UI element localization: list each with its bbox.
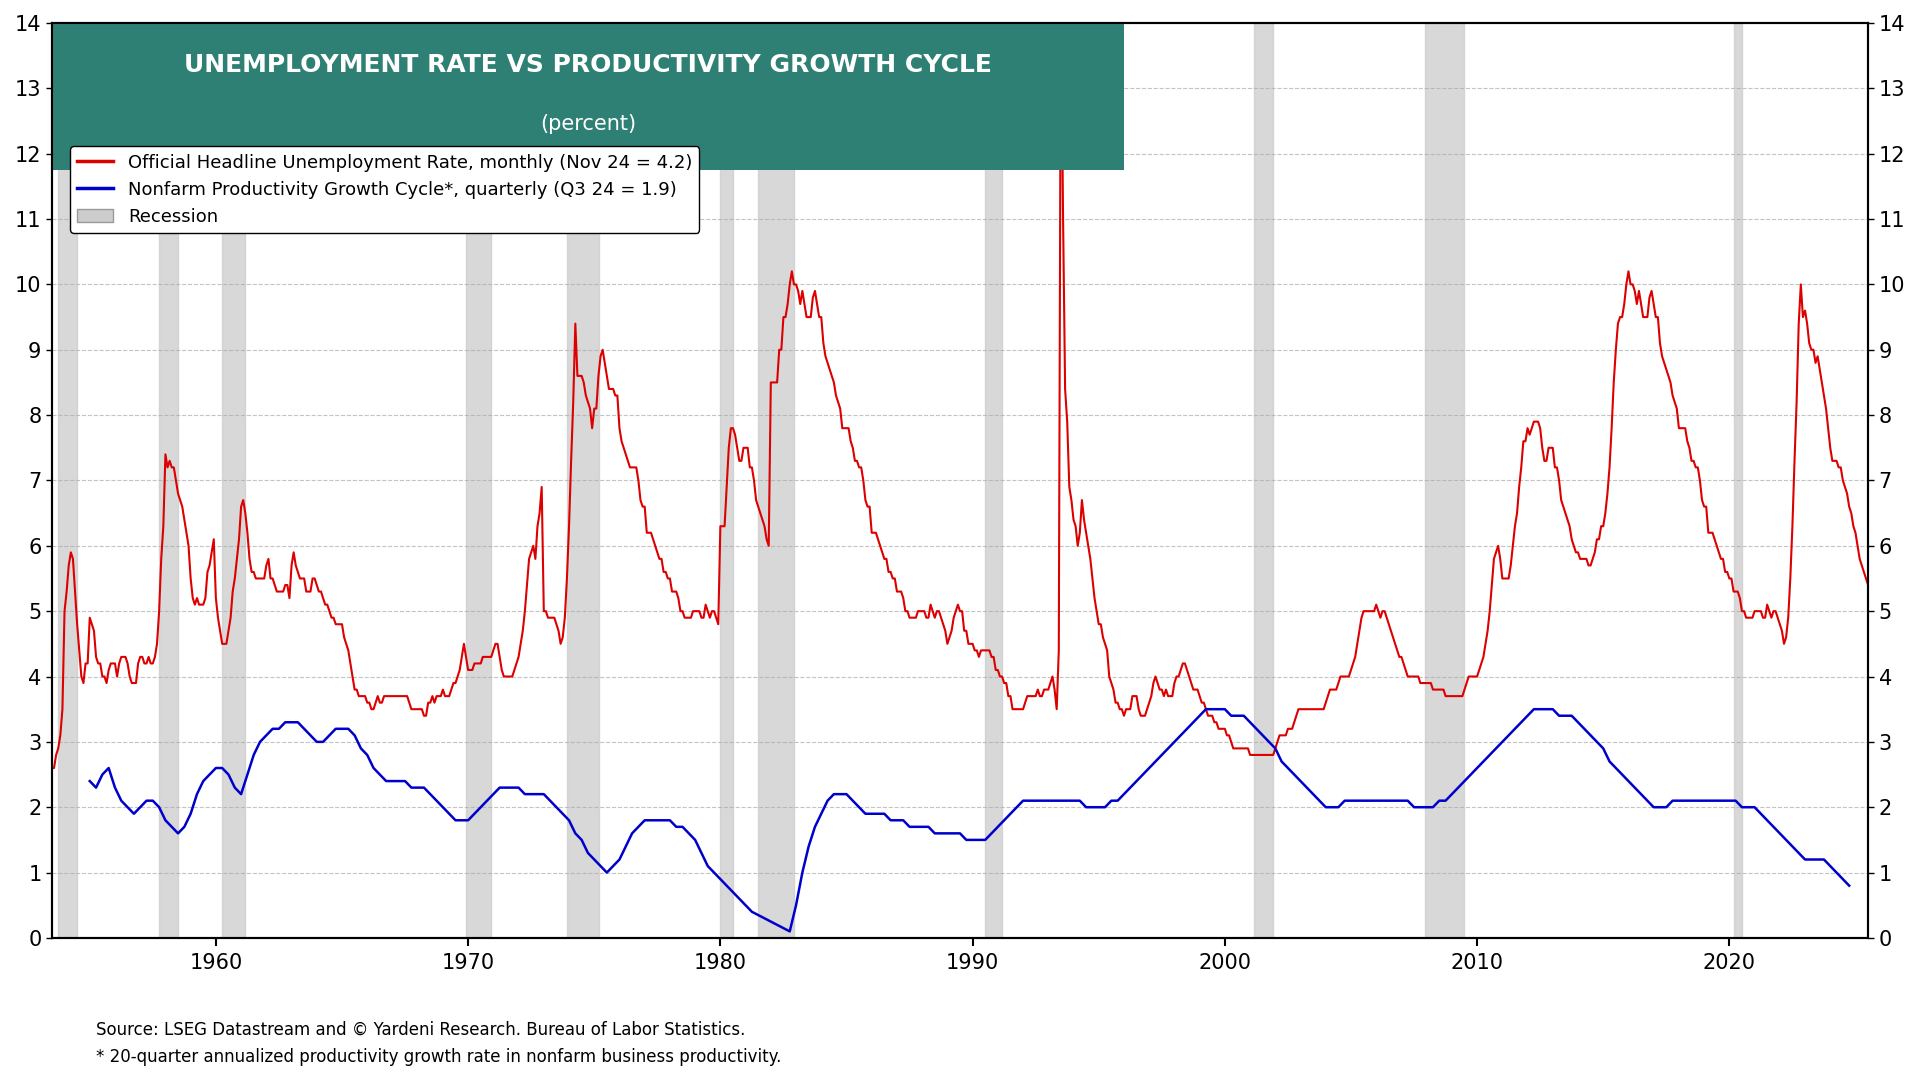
Bar — [58, 23, 77, 937]
Bar — [1425, 23, 1465, 937]
Text: (percent): (percent) — [540, 114, 636, 134]
Bar — [720, 23, 733, 937]
Bar — [467, 23, 492, 937]
Legend: Official Headline Unemployment Rate, monthly (Nov 24 = 4.2), Nonfarm Productivit: Official Headline Unemployment Rate, mon… — [69, 147, 699, 233]
Text: * 20-quarter annualized productivity growth rate in nonfarm business productivit: * 20-quarter annualized productivity gro… — [96, 1048, 781, 1066]
FancyBboxPatch shape — [52, 23, 1123, 170]
Bar — [758, 23, 795, 937]
Bar — [1734, 23, 1741, 937]
Text: UNEMPLOYMENT RATE VS PRODUCTIVITY GROWTH CYCLE: UNEMPLOYMENT RATE VS PRODUCTIVITY GROWTH… — [184, 54, 993, 78]
Text: Source: LSEG Datastream and © Yardeni Research. Bureau of Labor Statistics.: Source: LSEG Datastream and © Yardeni Re… — [96, 1021, 745, 1039]
Bar — [1254, 23, 1273, 937]
Bar — [159, 23, 179, 937]
Bar — [985, 23, 1002, 937]
Bar — [223, 23, 246, 937]
Bar — [566, 23, 599, 937]
